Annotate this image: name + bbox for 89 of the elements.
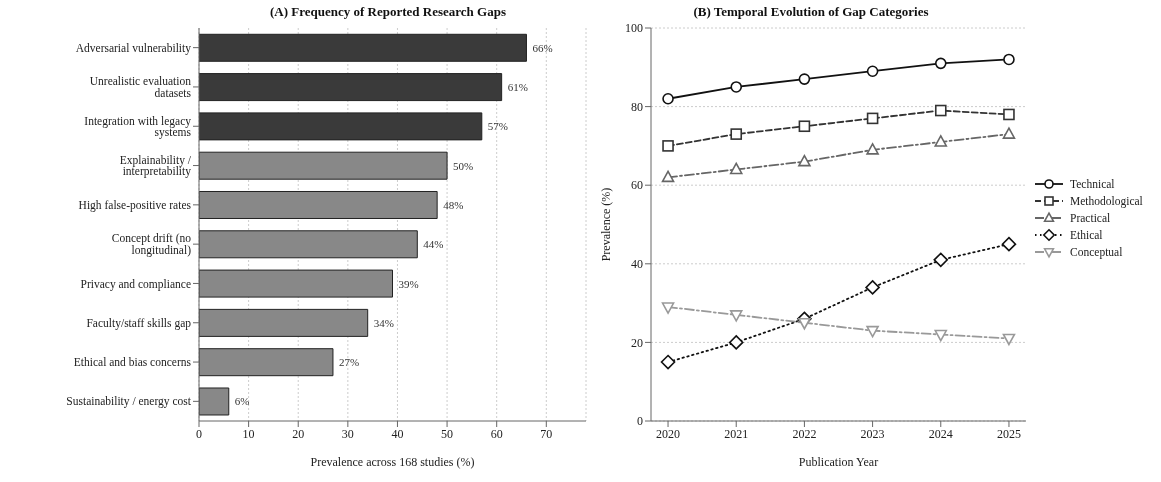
x-tick-label: 50 — [441, 426, 454, 441]
x-tick-label: 70 — [540, 426, 553, 441]
y-tick-label: Explainability / interpretability — [119, 153, 192, 179]
x-tick-label: 2020 — [656, 426, 681, 441]
point — [662, 140, 674, 152]
x-tick-label: 20 — [292, 426, 305, 441]
point — [661, 170, 675, 183]
point — [728, 335, 744, 350]
data-label: 34% — [373, 316, 394, 329]
point — [798, 317, 811, 330]
point — [730, 128, 743, 140]
x-axis-title: Publication Year — [798, 454, 879, 469]
x-tick-label: 0 — [196, 426, 202, 441]
point — [865, 280, 880, 295]
point — [866, 65, 879, 78]
y-tick-label: Privacy and compliance — [80, 277, 191, 291]
point — [866, 112, 879, 125]
bar — [199, 269, 393, 298]
bar — [199, 73, 503, 102]
point — [934, 135, 948, 147]
x-tick-label: 30 — [341, 426, 354, 441]
point — [798, 73, 811, 85]
y-axis-title: Prevalence (%) — [599, 187, 614, 262]
x-axis-title: Prevalence across 168 studies (%) — [310, 454, 475, 469]
point — [798, 120, 811, 133]
data-label: 39% — [398, 277, 419, 290]
y-tick-label: 20 — [631, 335, 643, 350]
x-tick-label: 2021 — [724, 426, 749, 441]
point — [866, 143, 879, 155]
y-tick-label: 40 — [631, 257, 643, 272]
data-label: 61% — [507, 81, 528, 94]
legend-label: Methodological — [1070, 194, 1143, 207]
point — [934, 329, 948, 342]
x-tick-label: 2025 — [996, 426, 1021, 441]
point — [1002, 333, 1016, 346]
point — [934, 104, 947, 117]
chart-title: (A) Frequency of Reported Research Gaps — [269, 4, 507, 20]
bar — [199, 387, 230, 416]
y-tick-label: Faculty/staff skills gap — [86, 316, 192, 330]
point — [866, 325, 879, 338]
y-tick-label: High false-positive rates — [78, 198, 192, 212]
y-tick-label: 100 — [625, 21, 643, 36]
bar — [199, 308, 369, 337]
bar — [199, 33, 527, 62]
point — [1001, 236, 1017, 252]
x-tick-label: 2023 — [860, 426, 885, 441]
point — [729, 162, 743, 175]
x-tick-label: 60 — [490, 426, 503, 441]
bar — [199, 112, 483, 141]
point — [798, 154, 811, 167]
point — [1002, 127, 1016, 139]
point — [934, 57, 947, 70]
legend-label: Ethical — [1070, 228, 1103, 241]
x-tick-label: 40 — [391, 426, 404, 441]
point — [1003, 53, 1015, 66]
y-tick-label: 0 — [637, 414, 643, 429]
data-label: 50% — [453, 159, 474, 172]
data-label: 48% — [443, 198, 464, 211]
y-tick-label: Ethical and bias concerns — [73, 356, 192, 369]
point — [661, 302, 675, 314]
data-label: 6% — [234, 395, 250, 408]
bar — [199, 348, 334, 377]
bar — [199, 230, 418, 259]
data-label: 44% — [423, 238, 444, 251]
bar — [199, 151, 448, 180]
y-tick-label: Adversarial vulnerability — [75, 41, 192, 55]
data-label: 27% — [338, 356, 360, 369]
point — [729, 310, 743, 322]
y-tick-label: Unrealistic evaluation datasets — [89, 75, 192, 99]
data-label: 57% — [487, 120, 508, 133]
y-tick-label: 60 — [631, 178, 643, 193]
y-tick-label: Integration with legacy systems — [84, 114, 192, 140]
legend-label: Technical — [1070, 177, 1115, 190]
y-tick-label: 80 — [631, 99, 643, 114]
x-tick-label: 2022 — [792, 426, 817, 441]
y-tick-label: Sustainability / energy cost — [66, 395, 192, 409]
point — [662, 92, 674, 105]
chart-title: (B) Temporal Evolution of Gap Categories — [692, 4, 930, 20]
data-label: 66% — [532, 41, 553, 54]
legend-label: Conceptual — [1070, 245, 1123, 258]
point — [660, 354, 676, 370]
point — [933, 252, 949, 268]
point — [1003, 108, 1015, 121]
x-tick-label: 10 — [242, 426, 255, 441]
point — [730, 81, 743, 93]
y-tick-label: Concept drift (no longitudinal) — [111, 232, 192, 257]
legend-label: Practical — [1070, 211, 1111, 224]
bar — [199, 190, 438, 219]
x-tick-label: 2024 — [928, 426, 953, 441]
